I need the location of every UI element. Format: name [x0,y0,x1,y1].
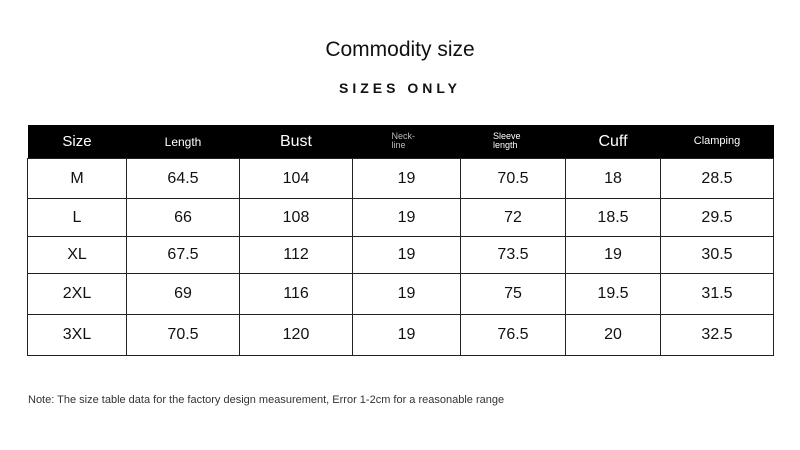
column-header: Clamping [660,125,774,159]
table-cell: L [27,198,127,237]
column-header-text: Clamping [693,135,741,147]
table-cell: 70.5 [460,158,566,199]
table-cell: 69 [126,273,240,315]
header-row: Size Length Bust Neck-line Sleeve length Cuff… [27,125,774,159]
table-cell: 3XL [27,314,127,356]
note: Note: The size table data for the factor… [28,394,505,406]
table-row: L 66 108 19 72 18.5 29.5 [27,198,774,237]
table-cell: 73.5 [460,236,566,274]
table-cell: 18.5 [565,198,661,237]
column-header: Neck-line [352,125,461,159]
column-header-text: Bust [279,132,312,150]
column-header: Sleeve length [460,125,566,159]
table-cell: 31.5 [660,273,774,315]
table-row: 2XL 69 116 19 75 19.5 31.5 [27,273,774,315]
table-cell: XL [27,236,127,274]
table-row: 3XL 70.5 120 19 76.5 20 32.5 [27,314,774,356]
column-header-text: Sleeve length [493,130,521,150]
table-cell: 76.5 [460,314,566,356]
table-cell: 19 [352,273,461,315]
table-cell: 75 [460,273,566,315]
table-cell: 18 [565,158,661,199]
table-cell: 120 [239,314,353,356]
table-cell: 108 [239,198,353,237]
table-cell: 104 [239,158,353,199]
table-cell: 19 [352,314,461,356]
table-cell: M [27,158,127,199]
column-header-text: Size [62,133,92,150]
column-header: Bust [239,125,353,159]
table-cell: 70.5 [126,314,240,356]
column-header: Length [126,125,240,159]
column-header-text: Cuff [598,132,628,150]
table-cell: 19 [352,158,461,199]
table-cell: 19 [352,236,461,274]
table-cell: 64.5 [126,158,240,199]
column-header-text: Length [164,134,202,149]
table-cell: 2XL [27,273,127,315]
table-cell: 20 [565,314,661,356]
column-header-text: Neck-line [391,130,416,150]
table-cell: 116 [239,273,353,315]
column-header: Size [27,125,127,159]
size-table: Size Length Bust Neck-line Sleeve length Cuff… [27,125,774,356]
table-cell: 19 [565,236,661,274]
column-header: Cuff [565,125,661,159]
table-cell: 72 [460,198,566,237]
table-row: M 64.5 104 19 70.5 18 28.5 [27,158,774,199]
table-cell: 30.5 [660,236,774,274]
table-cell: 19.5 [565,273,661,315]
table-row: XL 67.5 112 19 73.5 19 30.5 [27,236,774,274]
subtitle: SIZES ONLY [339,80,461,96]
table-cell: 32.5 [660,314,774,356]
table-cell: 112 [239,236,353,274]
table-cell: 67.5 [126,236,240,274]
table-cell: 28.5 [660,158,774,199]
table-cell: 29.5 [660,198,774,237]
table-cell: 19 [352,198,461,237]
title: Commodity size [325,38,475,61]
table-cell: 66 [126,198,240,237]
table-body: M 64.5 104 19 70.5 18 28.5 L 66 108 19 72 18.5 29.5 XL… [27,158,774,356]
